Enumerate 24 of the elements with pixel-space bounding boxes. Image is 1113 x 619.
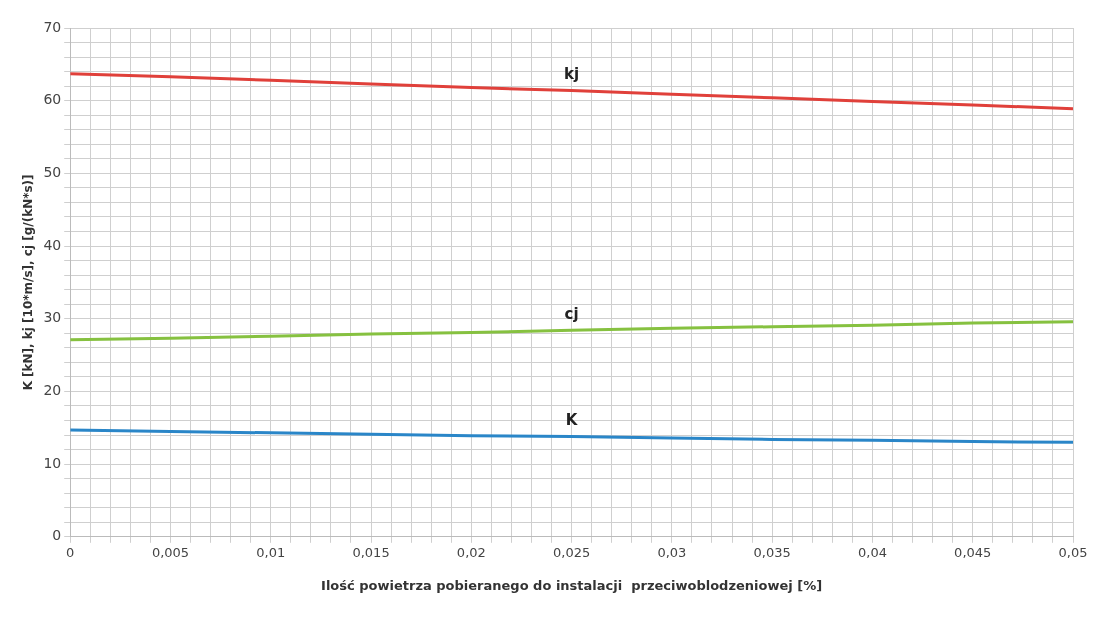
x-tick-label: 0,05 — [1058, 544, 1088, 560]
y-tick-label: 20 — [43, 382, 62, 399]
y-tick-label: 50 — [43, 164, 62, 181]
series-label: kj — [564, 64, 580, 83]
x-tick-label: 0 — [66, 544, 75, 560]
x-tick-label: 0,035 — [753, 544, 791, 560]
y-tick-label: 40 — [43, 236, 62, 253]
x-tick-label: 0,015 — [352, 544, 390, 560]
x-tick-label: 0,04 — [857, 544, 887, 560]
y-tick-label: 70 — [43, 18, 62, 35]
x-tick-label: 0,025 — [553, 544, 591, 560]
y-tick-label: 0 — [52, 527, 62, 544]
y-tick-label: 30 — [43, 309, 62, 326]
x-tick-label: 0,03 — [657, 544, 687, 560]
x-tick-label: 0,005 — [151, 544, 190, 560]
y-tick-label: 60 — [43, 91, 62, 108]
x-tick-label: 0,01 — [256, 544, 286, 560]
x-tick-label: 0,045 — [954, 544, 992, 560]
x-tick-label: 0,02 — [456, 544, 486, 560]
y-axis-title: K [kN], kj [10*m/s], cj [g/(kN*s)] — [21, 174, 36, 391]
series-label: cj — [564, 304, 579, 323]
y-tick-label: 10 — [43, 454, 62, 471]
series-label: K — [565, 410, 579, 429]
x-axis-title: Ilość powietrza pobieranego do instalacji przeciwoblodzeniowej [%] — [321, 577, 823, 593]
